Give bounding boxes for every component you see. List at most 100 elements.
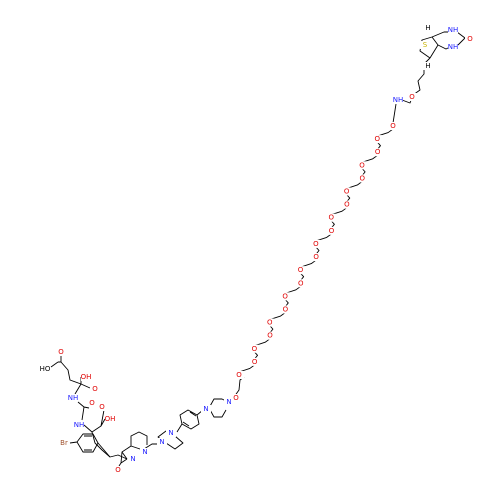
atom-label: O [375,148,381,156]
label-background [157,438,167,446]
label-background [224,398,234,406]
label-background [326,226,337,235]
bonds [50,31,470,467]
label-background [465,35,475,43]
label-background [81,373,91,381]
label-background [393,96,403,104]
atom-label: N [142,448,147,456]
bond [50,355,128,460]
atom-label: S [423,41,428,49]
label-background [357,174,368,183]
label-background [388,122,398,130]
atom-label: N [159,438,164,446]
label-background [448,26,458,34]
atom-label: O [344,201,350,209]
atom-label: O [298,279,304,287]
atom-label: O [89,399,95,407]
label-background [423,62,433,70]
label-background [234,371,244,379]
label-background [128,455,138,463]
bond [401,31,470,104]
label-background [87,399,97,407]
atom-label: O [283,305,289,313]
label-background [166,429,176,437]
label-background [326,213,337,222]
label-background [407,93,417,101]
atom-label: O [313,253,319,261]
label-background [311,253,322,262]
label-background [40,365,50,373]
atom-label: Br [60,439,68,447]
label-background [97,403,107,411]
label-background [249,344,260,353]
label-background [280,305,291,314]
label-background [68,394,78,402]
bond [176,409,204,433]
atom-label: N [168,429,173,437]
atom-label: H [425,62,430,70]
atom-label: O [328,214,334,222]
label-background [265,331,276,340]
atom-label: OH [105,415,116,423]
atom-label: NH [448,26,459,34]
label-background [56,348,66,356]
label-background [59,439,69,447]
atom-label: O [359,161,365,169]
atom-label: NH [393,96,404,104]
atom-label: N [130,455,135,463]
atom-label: O [409,93,415,101]
atom-label: O [236,371,242,379]
label-background [280,292,291,301]
label-background [264,318,275,327]
bond [69,433,111,458]
label-background [74,421,84,429]
atom-label: O [99,403,105,411]
atom-label: NH [448,43,459,51]
label-background [140,448,150,456]
label-background [420,41,430,49]
atom-label: O [267,319,273,327]
atom-label: O [344,188,350,196]
label-background [295,266,306,275]
atom-label: O [375,135,381,143]
atom-label: N [203,405,208,413]
atom-label: O [115,466,121,474]
label-background [90,385,100,393]
atom-label: O [313,240,319,248]
atom-label: O [92,385,98,393]
label-background [231,394,241,402]
atom-label: O [360,174,366,182]
atom-label: O [467,35,473,43]
atom-label: NH [74,421,85,429]
peg-chain [238,103,397,373]
label-background [113,466,123,474]
label-background [295,279,306,288]
label-background [105,415,115,423]
label-background [372,135,383,144]
label-background [448,43,458,51]
label-background [341,187,352,196]
atom-label: HO [40,365,51,373]
atom-label: O [329,227,335,235]
atom-label: OH [81,373,92,381]
label-background [249,357,260,366]
atom-label: O [267,332,273,340]
label-background [372,148,383,157]
atom-label: NH [68,394,79,402]
atom-label: H [425,24,430,32]
atom-label: O [282,292,288,300]
label-background [201,405,211,413]
label-background [310,239,321,248]
label-background [423,24,433,32]
atom-label: O [252,358,258,366]
label-background [356,161,367,170]
atom-label: N [226,398,231,406]
label-background [341,200,352,209]
atom-label: O [390,122,396,130]
atom-label: O [58,348,64,356]
atom-label: O [298,266,304,274]
atom-label: O [252,345,258,353]
